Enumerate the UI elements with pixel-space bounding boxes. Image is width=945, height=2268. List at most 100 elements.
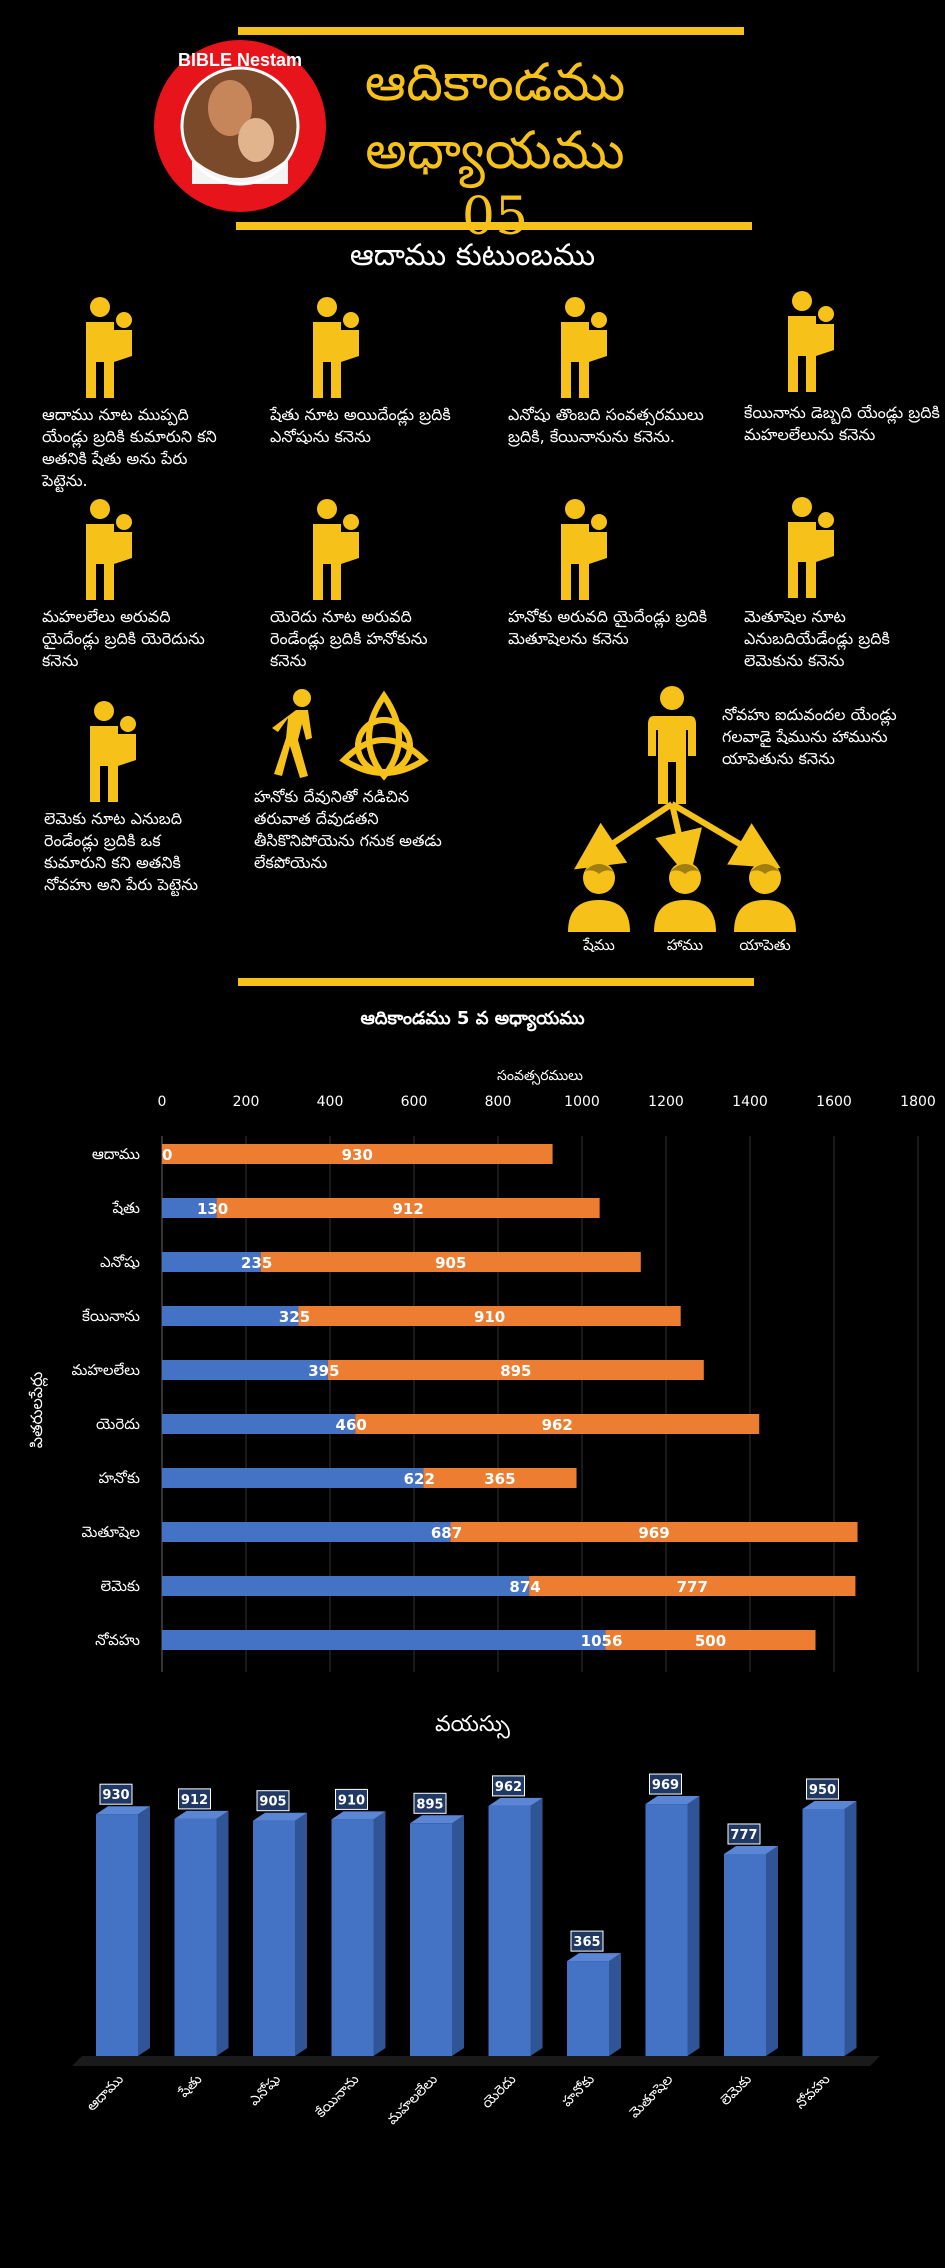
value-box [649, 1773, 682, 1795]
age-bar [174, 1818, 217, 2056]
x-tick-label: 400 [317, 1094, 344, 1110]
data-label: 130 [197, 1200, 228, 1218]
value-box [806, 1778, 839, 1800]
data-label: 895 [500, 1362, 531, 1380]
category-label: మహలలేలు [72, 1361, 140, 1379]
person-caption: షేతు నూట అయిదేండ్లు బ్రదికి ఎనోషును కనెన… [270, 405, 451, 446]
timeline-chart: సంవత్సరములు 0 200 400 600 800 1000 1200 1400 1600… [27, 1068, 936, 1672]
parent-child-icon [305, 498, 363, 602]
x-tick-label: 1400 [732, 1094, 768, 1110]
age-bar-top [724, 1845, 778, 1854]
data-label: 930 [102, 1788, 129, 1803]
category-label: లెమెకు [717, 2071, 755, 2109]
category-label: హనోకు [98, 1469, 140, 1487]
walking-man-icon [268, 688, 328, 780]
category-label: కేయినాను [313, 2071, 363, 2121]
age-bar-top [253, 1812, 307, 1821]
age-bar-side [844, 1801, 857, 2056]
bar-start [162, 1198, 217, 1218]
age-bar [96, 1814, 138, 2056]
age-bar [488, 1805, 531, 2056]
data-label: 962 [542, 1416, 573, 1434]
data-label: 930 [342, 1146, 373, 1164]
bar-start [162, 1522, 451, 1542]
age-bar-side [766, 1845, 778, 2056]
category-label: ఎనోషు [100, 1253, 140, 1271]
data-label: 950 [809, 1783, 836, 1798]
bar-start [162, 1576, 530, 1596]
x-tick-label: 800 [485, 1094, 512, 1110]
age-bar-top [488, 1797, 543, 1806]
person-caption: నోవహు ఐదువందల యేండ్లు గలవాడై షేమును హాము… [722, 705, 897, 768]
age-bar-top [410, 1815, 464, 1824]
age-bar-side [295, 1812, 307, 2056]
category-label: హనోకు [559, 2071, 598, 2110]
data-label: 325 [279, 1308, 310, 1326]
age-chart: 930 ఆదాము 912 షేతు 905 ఎనోషు 910 కేయినాను 895 మహల… [72, 1773, 880, 2128]
son-icon [566, 860, 632, 936]
parent-child-icon [305, 296, 363, 400]
value-box [492, 1775, 525, 1797]
bar-start [162, 1306, 299, 1326]
x-tick-label: 1600 [816, 1094, 852, 1110]
data-label: 912 [392, 1200, 423, 1218]
x-tick-label: 1000 [564, 1094, 600, 1110]
age-bar-top [96, 1806, 150, 1815]
category-label: నోవహు [792, 2072, 833, 2113]
category-label: మహలలేలు [384, 2071, 441, 2128]
data-label: 1056 [581, 1632, 623, 1650]
bar-lifespan [298, 1306, 681, 1326]
parent-child-icon [82, 700, 140, 804]
person-caption: హనోకు దేవునితో నడిచిన తరువాత దేవుడతని తీ… [254, 787, 442, 872]
bar-lifespan [327, 1360, 704, 1380]
bar-lifespan [260, 1252, 641, 1272]
logo: BIBLE Nestam [152, 38, 328, 214]
son-name: హాము [666, 936, 704, 954]
age-bar-side [452, 1815, 464, 2056]
value-box [335, 1788, 368, 1810]
value-box [178, 1788, 211, 1810]
data-label: 460 [336, 1416, 367, 1434]
logo-name: BIBLE Nestam [178, 50, 302, 70]
age-bar-top [567, 1953, 621, 1962]
parent-child-icon [78, 296, 136, 400]
parent-child-icon [553, 498, 611, 602]
x-tick-label: 0 [158, 1094, 167, 1110]
parent-child-icon [780, 290, 838, 394]
data-label: 969 [638, 1524, 669, 1542]
chart2-title: వయస్సు [435, 1712, 510, 1737]
bar-lifespan [162, 1144, 553, 1164]
son-name: యాపెతు [739, 936, 791, 954]
son-icon [732, 860, 798, 936]
son-icon [652, 860, 718, 936]
bar-start [162, 1360, 328, 1380]
bar-lifespan [216, 1198, 600, 1218]
age-bar-side [373, 1811, 386, 2056]
category-label: మెతూషెల [626, 2071, 676, 2121]
category-label: లెమెకు [100, 1577, 140, 1595]
bar-lifespan [450, 1522, 858, 1542]
bar-start [162, 1252, 261, 1272]
age-bar-side [138, 1806, 150, 2056]
age-bar-top [174, 1810, 229, 1819]
parent-child-icon [553, 296, 611, 400]
trinity-icon [336, 690, 432, 786]
data-label: 500 [695, 1632, 726, 1650]
parent-child-icon [780, 496, 838, 600]
age-bar [253, 1820, 295, 2056]
x-tick-label: 1200 [648, 1094, 684, 1110]
category-label: షేతు [111, 1199, 140, 1217]
value-box [727, 1823, 761, 1845]
book-title: ఆదికాండము [364, 53, 626, 113]
age-bar-top [645, 1796, 700, 1805]
category-label: షేతు [175, 2071, 205, 2101]
category-label: కేయినాను [82, 1307, 140, 1325]
mid-divider [238, 978, 754, 986]
category-label: నోవహు [95, 1631, 140, 1649]
age-bar [410, 1823, 452, 2056]
data-label: 622 [404, 1470, 435, 1488]
bar-start [162, 1630, 606, 1650]
person-caption: ఆదాము నూట ముప్పది యేండ్లు బ్రదికి కుమారు… [42, 405, 217, 490]
data-label: 874 [509, 1578, 540, 1596]
son-name: షేము [583, 936, 615, 954]
